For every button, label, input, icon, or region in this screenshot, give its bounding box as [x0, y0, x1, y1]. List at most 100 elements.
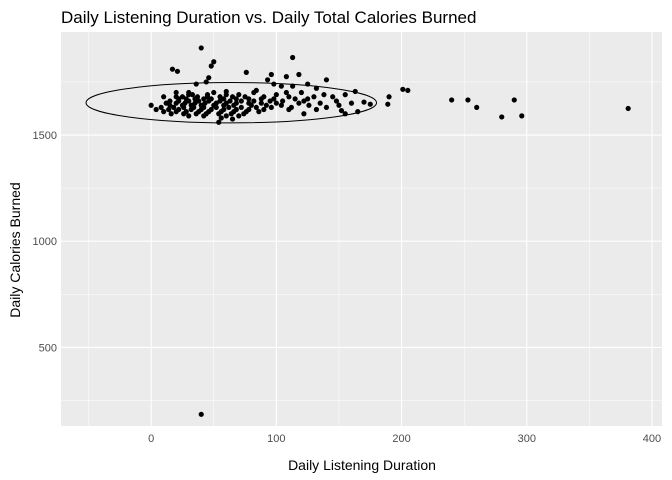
data-point: [193, 81, 199, 87]
data-point: [229, 116, 236, 122]
data-point: [386, 94, 392, 100]
data-point: [268, 104, 274, 111]
data-point: [367, 101, 373, 107]
data-point: [317, 100, 323, 106]
data-point: [173, 109, 179, 115]
x-tick-label: 100: [267, 433, 285, 445]
data-point: [181, 104, 187, 111]
x-tick-label: 0: [148, 433, 154, 445]
data-point: [296, 100, 302, 106]
data-point: [385, 101, 391, 107]
data-point: [188, 106, 194, 113]
chart-title: Daily Listening Duration vs. Daily Total…: [61, 8, 476, 27]
data-point: [323, 77, 330, 83]
data-point: [330, 94, 336, 100]
data-point: [186, 113, 192, 119]
data-point: [168, 111, 174, 117]
data-point: [323, 104, 330, 111]
data-point: [290, 54, 296, 61]
y-tick-labels: 500 1000 1500: [33, 130, 57, 354]
data-point: [223, 92, 229, 98]
data-point: [286, 94, 292, 100]
data-point: [283, 89, 289, 96]
data-point: [342, 92, 348, 98]
data-point: [153, 106, 159, 113]
data-point: [336, 102, 342, 108]
data-point: [273, 92, 279, 98]
data-point: [216, 119, 222, 125]
data-point: [236, 113, 242, 119]
data-point: [258, 96, 264, 102]
data-point: [203, 79, 209, 85]
data-point: [189, 92, 196, 98]
data-point: [261, 106, 267, 113]
data-point: [251, 98, 257, 104]
data-point: [311, 94, 317, 100]
data-point: [193, 111, 199, 117]
data-point: [267, 98, 273, 104]
data-point: [333, 98, 340, 104]
data-point: [174, 68, 181, 74]
data-point: [158, 104, 164, 111]
data-point: [221, 102, 227, 108]
data-point: [248, 102, 254, 108]
data-point: [338, 107, 345, 114]
data-point: [161, 109, 167, 115]
x-tick-label: 400: [643, 433, 661, 445]
y-axis-title: Daily Calories Burned: [7, 182, 23, 317]
data-point: [253, 104, 259, 111]
data-point: [169, 66, 176, 72]
data-point: [405, 87, 411, 94]
data-point: [198, 411, 204, 417]
data-point: [625, 105, 631, 112]
data-point: [301, 98, 307, 104]
data-point: [251, 89, 257, 96]
x-tick-label: 200: [392, 433, 410, 445]
data-point: [216, 111, 222, 117]
data-point: [228, 111, 234, 117]
data-point: [474, 104, 480, 111]
data-point: [268, 71, 274, 78]
data-point: [348, 100, 355, 106]
data-point: [264, 77, 271, 83]
data-point: [361, 99, 367, 105]
data-point: [211, 59, 217, 65]
data-point: [208, 63, 214, 69]
data-point: [198, 45, 204, 51]
data-point: [201, 113, 207, 119]
data-point: [161, 94, 167, 100]
data-point: [173, 89, 179, 96]
x-tick-labels: 0 100 200 300 400: [148, 433, 661, 445]
data-point: [181, 111, 187, 117]
data-point: [296, 71, 302, 78]
data-point: [465, 97, 471, 103]
x-axis-title: Daily Listening Duration: [288, 457, 436, 473]
data-point: [231, 102, 237, 108]
data-point: [233, 96, 239, 102]
x-tick-label: 300: [518, 433, 536, 445]
data-point: [246, 96, 252, 102]
data-point: [211, 89, 217, 96]
data-point: [499, 114, 505, 120]
data-point: [306, 102, 312, 108]
data-point: [223, 113, 229, 119]
data-point: [278, 83, 284, 89]
data-point: [256, 109, 262, 115]
data-point: [286, 106, 292, 113]
confidence-ellipse: [85, 82, 378, 124]
data-point: [238, 104, 244, 111]
data-point: [400, 86, 406, 92]
grid-lines: [61, 32, 662, 426]
plot-panel: [61, 32, 662, 426]
data-point: [292, 96, 298, 102]
data-point: [206, 75, 212, 81]
data-point: [171, 104, 177, 111]
data-point: [519, 113, 525, 119]
data-point: [258, 100, 264, 106]
data-point: [301, 111, 307, 117]
data-point: [186, 92, 192, 98]
data-point: [449, 97, 455, 103]
data-point: [236, 92, 242, 98]
data-point: [511, 97, 517, 103]
data-point: [283, 74, 289, 80]
